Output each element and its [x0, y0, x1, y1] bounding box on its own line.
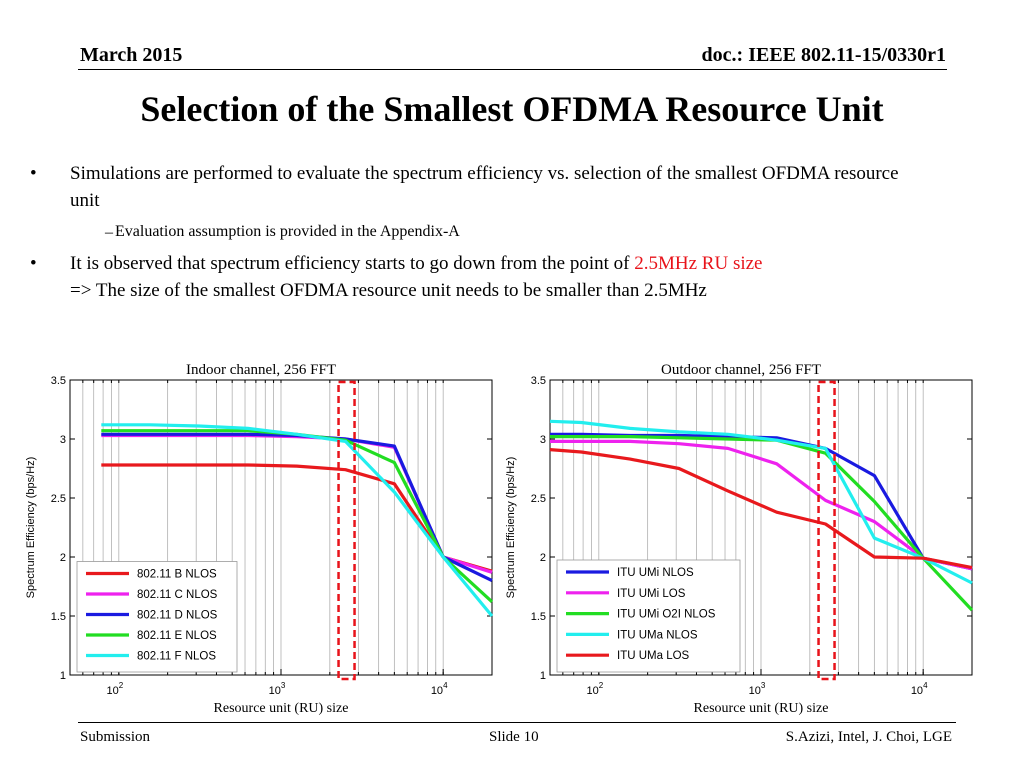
legend-label: ITU UMi LOS — [617, 588, 686, 600]
y-tick-label: 1.5 — [51, 611, 66, 623]
x-tick-label: 103 — [749, 681, 766, 697]
chart-title: Outdoor channel, 256 FFT — [661, 362, 821, 378]
y-tick-label: 1.5 — [531, 611, 546, 623]
slide-title: Selection of the Smallest OFDMA Resource… — [140, 89, 884, 129]
bullet-text-observation: It is observed that spectrum efficiency … — [70, 250, 930, 304]
outdoor-chart: Outdoor channel, 256 FFT 1 1.5 2 2.5 3 3.5 102 1… — [502, 355, 992, 720]
bullet-marker: • — [30, 253, 37, 274]
y-axis-label: Spectrum Efficiency (bps/Hz) — [25, 457, 37, 599]
legend-label: ITU UMi O2I NLOS — [617, 609, 716, 621]
series-line — [550, 434, 974, 612]
sub-bullet-label: Evaluation assumption is provided in the… — [115, 223, 460, 240]
legend-label: ITU UMa LOS — [617, 650, 690, 662]
x-tick-label: 102 — [586, 681, 603, 697]
x-tick-base: 10 — [586, 685, 598, 697]
y-tick-label: 1 — [540, 670, 546, 682]
y-tick-label: 3 — [60, 434, 66, 446]
x-tick-base: 10 — [911, 685, 923, 697]
y-axis-label: Spectrum Efficiency (bps/Hz) — [505, 457, 517, 599]
x-tick-exponent: 2 — [599, 681, 604, 690]
x-tick-label: 104 — [911, 681, 928, 697]
y-tick-label: 1 — [60, 670, 66, 682]
y-tick-label: 2 — [540, 552, 546, 564]
legend-label: 802.11 F NLOS — [137, 651, 216, 663]
bullet-text-simulations: Simulations are performed to evaluate th… — [70, 163, 899, 211]
sub-bullet-text: Evaluation assumption is provided in the… — [115, 218, 460, 245]
series-line — [101, 423, 494, 618]
y-tick-label: 3 — [540, 434, 546, 446]
x-tick-exponent: 2 — [119, 681, 124, 690]
footer-submission: Submission — [80, 729, 151, 745]
x-tick-base: 10 — [749, 685, 761, 697]
y-tick-label: 3.5 — [531, 375, 546, 387]
x-tick-exponent: 3 — [281, 681, 286, 690]
y-tick-label: 2.5 — [51, 493, 66, 505]
x-tick-exponent: 4 — [923, 681, 928, 690]
x-tick-label: 104 — [431, 681, 448, 697]
header-divider — [78, 69, 947, 70]
y-tick-label: 3.5 — [51, 375, 66, 387]
x-tick-label: 103 — [269, 681, 286, 697]
legend-box — [76, 561, 238, 673]
indoor-chart: Indoor channel, 256 FFT 1 1.5 2 2.5 3 3.5 102 10… — [22, 355, 512, 720]
observation-text: It is observed that spectrum efficiency … — [70, 253, 635, 274]
x-tick-label: 102 — [106, 681, 123, 697]
bullet-marker: • — [30, 163, 37, 184]
y-tick-label: 2.5 — [531, 493, 546, 505]
x-axis-label: Resource unit (RU) size — [694, 701, 829, 716]
x-tick-base: 10 — [106, 685, 118, 697]
x-tick-exponent: 3 — [761, 681, 766, 690]
series-line — [101, 463, 493, 573]
highlight-ru-size: 2.5MHz RU size — [634, 253, 763, 274]
sub-bullet-marker: – — [105, 224, 113, 241]
footer-slide-number: Slide 10 — [489, 729, 539, 745]
footer-divider — [78, 722, 956, 723]
x-tick-base: 10 — [269, 685, 281, 697]
header-doc-id: doc.: IEEE 802.11-15/0330r1 — [701, 44, 946, 66]
x-tick-exponent: 4 — [443, 681, 448, 690]
series-line — [549, 448, 973, 570]
legend-label: ITU UMa NLOS — [617, 629, 698, 641]
legend-label: 802.11 E NLOS — [137, 630, 217, 642]
chart-title: Indoor channel, 256 FFT — [186, 362, 336, 378]
footer-authors: S.Azizi, Intel, J. Choi, LGE — [785, 729, 952, 745]
legend-label: 802.11 B NLOS — [137, 569, 217, 581]
series-line — [550, 439, 973, 571]
legend-label: ITU UMi NLOS — [617, 567, 694, 579]
series-line — [549, 419, 973, 585]
legend-label: 802.11 D NLOS — [137, 610, 218, 622]
legend-box — [556, 559, 741, 673]
y-tick-label: 2 — [60, 552, 66, 564]
highlight-box — [817, 380, 836, 681]
x-axis-label: Resource unit (RU) size — [214, 701, 349, 716]
x-tick-base: 10 — [431, 685, 443, 697]
highlight-box — [337, 380, 356, 681]
legend-label: 802.11 C NLOS — [137, 589, 218, 601]
header-date: March 2015 — [80, 44, 183, 66]
observation-conclusion: => The size of the smallest OFDMA resour… — [70, 280, 707, 301]
